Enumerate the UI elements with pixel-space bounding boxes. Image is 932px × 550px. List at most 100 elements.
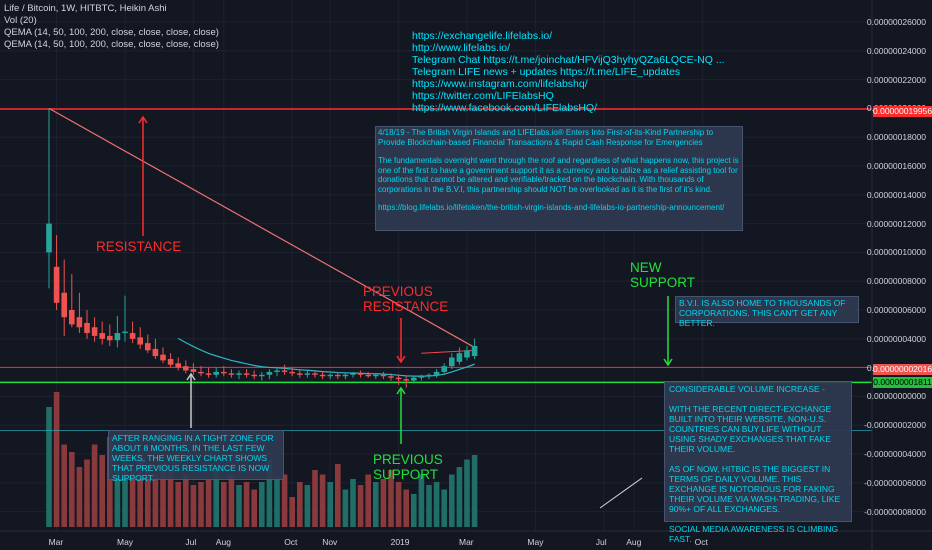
candle-body[interactable] xyxy=(297,373,303,375)
volume-bar xyxy=(99,455,105,527)
volume-bar xyxy=(221,482,227,527)
resistance-price-tag: 0.00000019956 xyxy=(873,106,932,117)
candle-body[interactable] xyxy=(357,373,364,375)
candle-body[interactable] xyxy=(205,373,212,375)
candle-body[interactable] xyxy=(243,373,250,375)
candle-body[interactable] xyxy=(433,371,440,375)
candle-body[interactable] xyxy=(426,374,432,377)
link-exchange[interactable]: https://exchangelife.lifelabs.io/ xyxy=(412,30,553,42)
link-instagram[interactable]: https://www.instagram.com/lifelabshq/ xyxy=(412,78,588,90)
volume-note[interactable]: CONSIDERABLE VOLUME INCREASE - WITH THE … xyxy=(664,381,852,544)
candle-body[interactable] xyxy=(365,374,371,377)
legend-qema-2[interactable]: QEMA (14, 50, 100, 200, close, close, cl… xyxy=(4,39,219,50)
link-facebook[interactable]: https://www.facebook.com/LIFElabsHQ/ xyxy=(412,102,597,114)
volume-bar xyxy=(411,494,417,527)
volume-bar xyxy=(114,464,121,527)
link-twitter[interactable]: https://twitter.com/LIFElabsHQ xyxy=(412,90,554,102)
links-note: https://exchangelife.lifelabs.io/ http:/… xyxy=(412,30,725,114)
candle-body[interactable] xyxy=(137,337,143,345)
candle-body[interactable] xyxy=(259,374,265,377)
link-telegram-chat[interactable]: Telegram Chat https://t.me/joinchat/HFVi… xyxy=(412,54,725,66)
bvi-text: B.V.I. IS ALSO HOME TO THOUSANDS OF CORP… xyxy=(679,298,846,328)
volume-bar xyxy=(403,489,409,527)
volume-bar xyxy=(335,464,341,527)
candle-body[interactable] xyxy=(350,373,356,375)
candle-body[interactable] xyxy=(327,374,333,377)
y-tick-label: 0.00000004000 xyxy=(866,333,926,344)
legend-qema-1[interactable]: QEMA (14, 50, 100, 200, close, close, cl… xyxy=(4,27,219,38)
x-tick-label: Oct xyxy=(694,537,708,547)
candle-body[interactable] xyxy=(266,371,273,375)
candle-body[interactable] xyxy=(183,366,189,371)
candle-body[interactable] xyxy=(395,377,402,380)
candle-body[interactable] xyxy=(114,333,121,341)
y-tick-label: 0.00000014000 xyxy=(866,189,926,200)
candle-body[interactable] xyxy=(312,373,318,375)
candle-body[interactable] xyxy=(380,374,387,377)
candle-body[interactable] xyxy=(99,333,105,339)
candle-body[interactable] xyxy=(213,371,219,375)
candle-body[interactable] xyxy=(403,379,409,381)
bvi-note[interactable]: B.V.I. IS ALSO HOME TO THOUSANDS OF CORP… xyxy=(675,296,859,328)
candle-body[interactable] xyxy=(107,335,113,341)
candle-body[interactable] xyxy=(46,223,52,253)
candle-body[interactable] xyxy=(471,346,478,357)
legend-symbol[interactable]: Life / Bitcoin, 1W, HITBTC, Heikin Ashi xyxy=(4,3,167,14)
candle-body[interactable] xyxy=(373,374,379,377)
candle-body[interactable] xyxy=(198,371,204,374)
previous-support-label: PREVIOUS SUPPORT xyxy=(373,452,443,482)
candle-body[interactable] xyxy=(456,353,463,362)
volume-note-exchange: WITH THE RECENT DIRECT-EXCHANGE BUILT IN… xyxy=(669,404,832,454)
descending-trendline[interactable] xyxy=(48,107,475,348)
candle-body[interactable] xyxy=(129,333,136,339)
candle-body[interactable] xyxy=(236,373,242,375)
candle-body[interactable] xyxy=(228,373,235,375)
candle-body[interactable] xyxy=(418,376,425,378)
candle-body[interactable] xyxy=(152,348,159,357)
candle-body[interactable] xyxy=(175,363,181,368)
volume-bar xyxy=(441,489,447,527)
range-note[interactable]: AFTER RANGING IN A TIGHT ZONE FOR ABOUT … xyxy=(108,430,284,483)
candle-body[interactable] xyxy=(221,371,227,374)
volume-bar xyxy=(145,467,151,527)
candle-body[interactable] xyxy=(251,374,257,377)
candle-body[interactable] xyxy=(190,369,197,372)
candle-body[interactable] xyxy=(122,331,128,334)
link-website[interactable]: http://www.lifelabs.io/ xyxy=(412,42,511,54)
candle-body[interactable] xyxy=(61,292,67,318)
candle-body[interactable] xyxy=(274,370,280,372)
volume-bar xyxy=(342,489,349,527)
volume-bar xyxy=(46,407,52,527)
candle-body[interactable] xyxy=(319,374,326,377)
volume-bar xyxy=(152,474,159,527)
x-tick-label: Jul xyxy=(595,537,607,547)
candle-body[interactable] xyxy=(167,358,174,365)
volume-bar xyxy=(319,474,326,527)
candle-body[interactable] xyxy=(388,376,394,378)
candle-body[interactable] xyxy=(145,343,151,351)
volume-note-heading: CONSIDERABLE VOLUME INCREASE - xyxy=(669,384,825,394)
candle-body[interactable] xyxy=(91,327,98,336)
candle-body[interactable] xyxy=(449,357,455,367)
candle-body[interactable] xyxy=(304,373,311,375)
volume-bar xyxy=(213,470,219,527)
candle-body[interactable] xyxy=(342,374,349,377)
news-note[interactable]: 4/18/19 - The British Virgin Islands and… xyxy=(375,126,743,231)
legend-vol[interactable]: Vol (20) xyxy=(4,15,37,26)
candle-body[interactable] xyxy=(84,322,90,334)
candle-body[interactable] xyxy=(160,354,166,361)
candle-body[interactable] xyxy=(441,366,447,372)
y-tick-label: 0.00000006000 xyxy=(866,305,926,315)
candle-body[interactable] xyxy=(464,350,470,358)
new-support-label: NEW SUPPORT xyxy=(630,260,696,290)
y-tick-label: -0.00000006000 xyxy=(864,477,926,488)
candle-body[interactable] xyxy=(76,317,83,328)
candle-body[interactable] xyxy=(335,374,341,377)
candle-body[interactable] xyxy=(281,370,288,372)
link-telegram-news[interactable]: Telegram LIFE news + updates https://t.m… xyxy=(412,66,681,78)
candle-body[interactable] xyxy=(69,310,75,325)
candle-body[interactable] xyxy=(411,377,417,381)
candle-body[interactable] xyxy=(53,266,60,303)
candle-body[interactable] xyxy=(289,371,295,374)
